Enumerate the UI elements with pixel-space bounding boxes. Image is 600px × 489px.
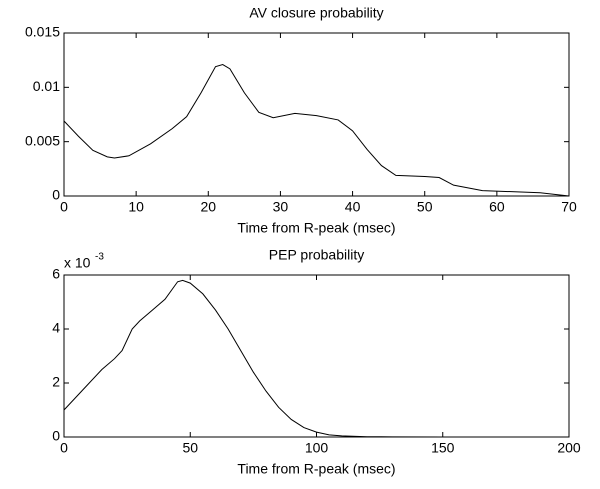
y-tick-label: 0.01 bbox=[33, 78, 60, 94]
x-tick-label: 50 bbox=[182, 440, 198, 456]
y-tick-label: 6 bbox=[52, 266, 60, 282]
x-tick-label: 100 bbox=[305, 440, 329, 456]
x-tick-label: 0 bbox=[60, 440, 68, 456]
x-tick-label: 0 bbox=[60, 199, 68, 215]
y-tick-label: 2 bbox=[52, 374, 60, 390]
line-series bbox=[63, 279, 494, 438]
x-axis-label: Time from R-peak (msec) bbox=[237, 220, 395, 236]
y-multiplier: x 10 bbox=[64, 255, 91, 271]
chart-title: AV closure probability bbox=[249, 5, 383, 21]
line-series bbox=[63, 63, 570, 197]
x-tick-label: 50 bbox=[417, 199, 433, 215]
y-tick-label: 4 bbox=[52, 320, 60, 336]
x-tick-label: 20 bbox=[200, 199, 216, 215]
chart-title: PEP probability bbox=[269, 247, 364, 263]
y-tick-label: 0.005 bbox=[25, 132, 60, 148]
x-tick-label: 30 bbox=[273, 199, 289, 215]
x-axis-label: Time from R-peak (msec) bbox=[237, 461, 395, 477]
plot-frame bbox=[63, 32, 570, 197]
y-tick-label: 0 bbox=[52, 428, 60, 444]
x-tick-label: 10 bbox=[128, 199, 144, 215]
x-tick-label: 40 bbox=[345, 199, 361, 215]
x-tick-label: 70 bbox=[561, 199, 577, 215]
x-tick-label: 200 bbox=[557, 440, 581, 456]
y-multiplier-exponent: -3 bbox=[95, 252, 104, 263]
x-tick-label: 60 bbox=[489, 199, 505, 215]
y-tick-label: 0.015 bbox=[25, 24, 60, 40]
x-tick-label: 150 bbox=[431, 440, 455, 456]
y-tick-label: 0 bbox=[52, 187, 60, 203]
plot-frame bbox=[63, 274, 570, 438]
